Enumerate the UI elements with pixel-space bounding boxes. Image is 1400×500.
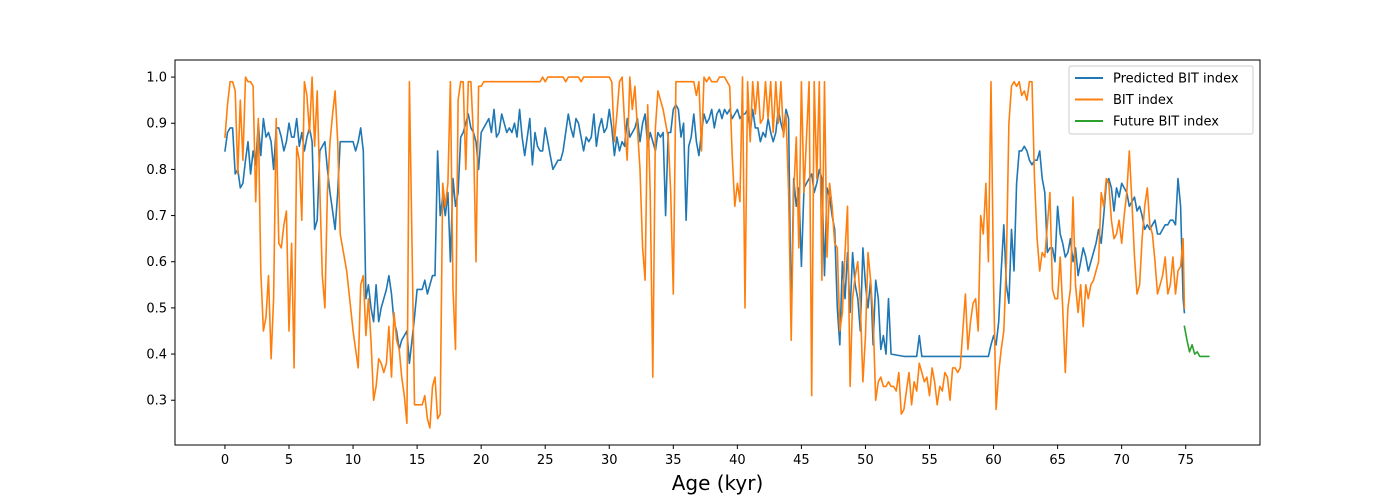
x-tick-label: 70 <box>1113 453 1130 468</box>
y-tick-label: 0.5 <box>146 301 167 316</box>
x-tick-label: 75 <box>1177 453 1194 468</box>
x-tick-label: 5 <box>285 453 293 468</box>
series-line-future-bit-index <box>1183 325 1210 358</box>
x-tick-label: 25 <box>537 453 554 468</box>
x-tick-label: 45 <box>793 453 810 468</box>
y-tick-label: 0.7 <box>146 209 167 224</box>
x-axis-title: Age (kyr) <box>672 471 764 495</box>
x-tick-label: 15 <box>409 453 426 468</box>
y-tick-label: 0.6 <box>146 255 167 270</box>
y-tick-label: 0.9 <box>146 117 167 132</box>
legend-label-bit-index: BIT index <box>1113 93 1174 108</box>
series-line-predicted-bit-index <box>224 104 1186 365</box>
x-tick-label: 60 <box>985 453 1002 468</box>
series-line-bit-index <box>224 76 1186 429</box>
legend-box <box>1068 65 1254 135</box>
y-tick-label: 0.8 <box>146 163 167 178</box>
legend-label-future-bit-index: Future BIT index <box>1113 115 1219 130</box>
x-tick-label: 55 <box>921 453 938 468</box>
series-layer <box>224 76 1210 429</box>
x-tick-label: 35 <box>665 453 682 468</box>
x-tick-label: 0 <box>221 453 229 468</box>
y-tick-label: 0.4 <box>146 348 167 363</box>
legend-label-predicted-bit-index: Predicted BIT index <box>1113 72 1239 87</box>
x-tick-label: 20 <box>473 453 490 468</box>
y-axis: 0.3 0.4 0.5 0.6 0.7 0.8 0.9 1.0 <box>146 71 175 409</box>
x-axis: 0 5 10 15 20 25 30 35 40 45 50 55 60 65 70 75 <box>221 445 1194 468</box>
y-tick-label: 1.0 <box>146 71 167 86</box>
x-tick-label: 65 <box>1049 453 1066 468</box>
x-tick-label: 40 <box>729 453 746 468</box>
y-tick-label: 0.3 <box>146 394 167 409</box>
x-tick-label: 10 <box>345 453 362 468</box>
legend: Predicted BIT index BIT index Future BIT i… <box>1068 65 1254 135</box>
plot-frame <box>174 59 1261 446</box>
x-tick-label: 50 <box>857 453 874 468</box>
x-tick-label: 30 <box>601 453 618 468</box>
